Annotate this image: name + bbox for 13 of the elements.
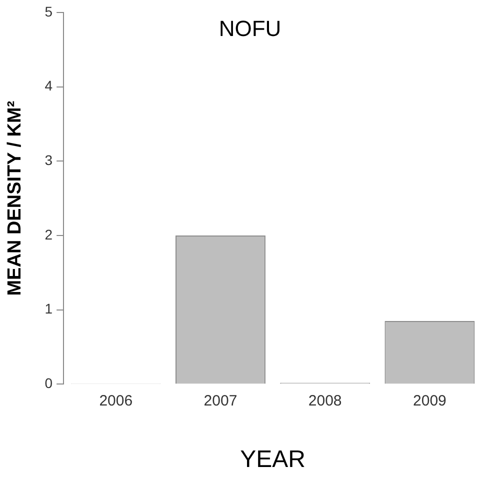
- y-tick-label: 3: [44, 152, 53, 168]
- y-tick-label: 2: [44, 226, 53, 242]
- y-tick-label: 5: [44, 3, 53, 20]
- y-tick-label: 1: [44, 300, 53, 317]
- x-tick-label: 2008: [308, 392, 342, 410]
- x-axis-title: YEAR: [240, 446, 306, 474]
- x-tick-label: 2007: [204, 392, 238, 410]
- x-tick-label: 2009: [413, 392, 446, 410]
- y-axis-title: MEAN DENSITY / KM²: [4, 100, 26, 296]
- y-tick-label: 4: [44, 78, 53, 94]
- chart-title: NOFU: [218, 16, 282, 42]
- y-tick-label: 0: [44, 375, 53, 392]
- x-tick-label: 2006: [99, 392, 133, 410]
